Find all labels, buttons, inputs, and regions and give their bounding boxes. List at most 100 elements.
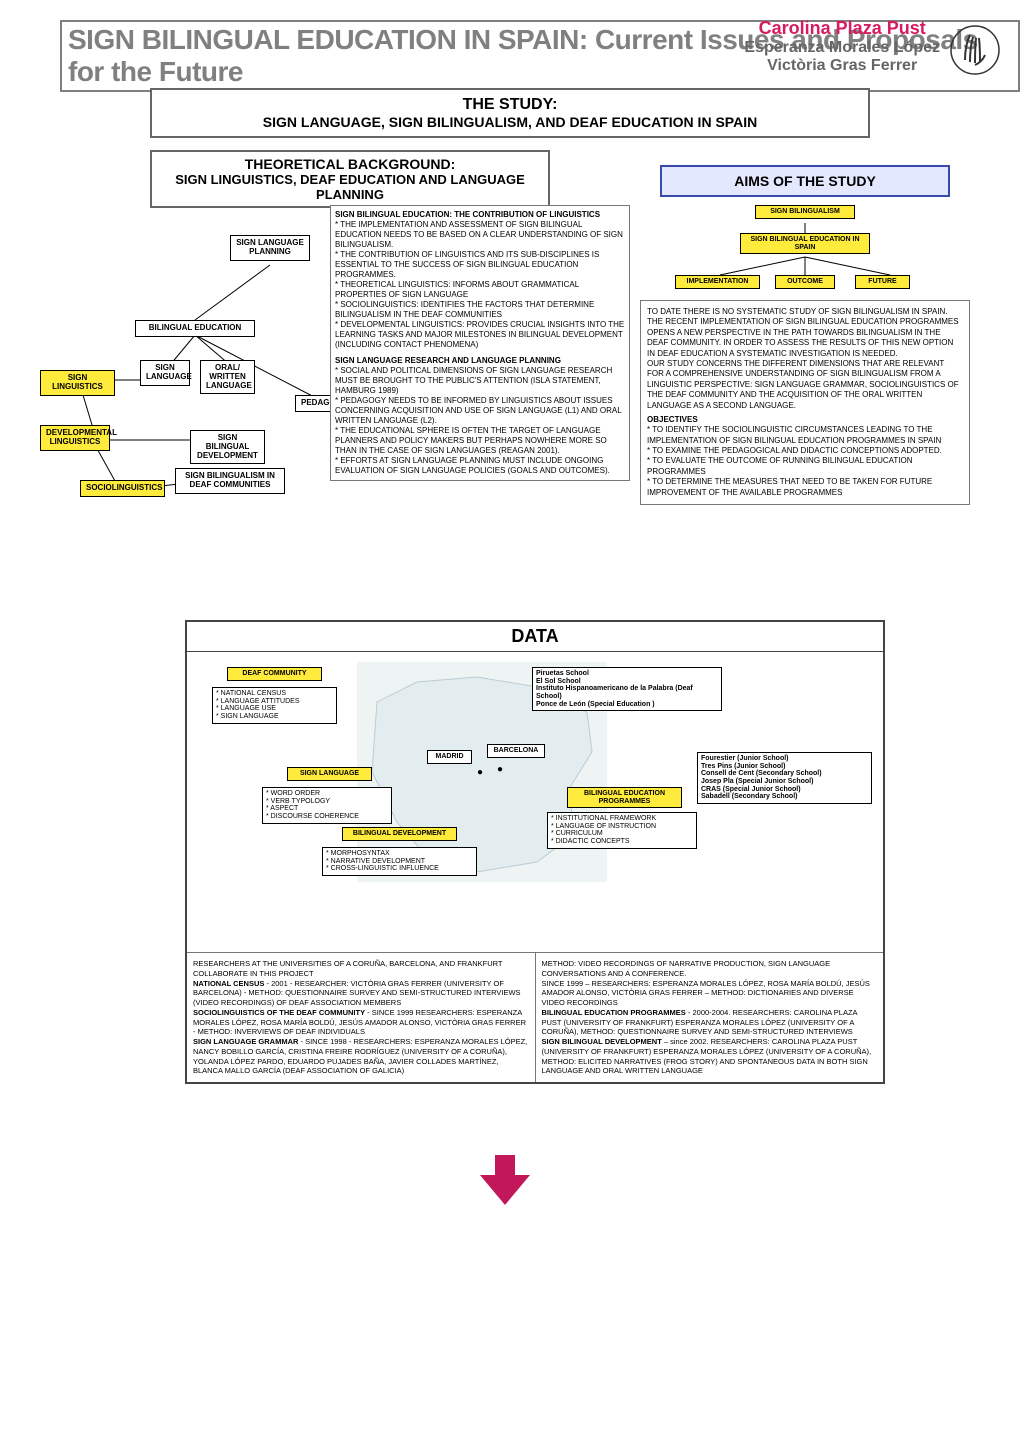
dc1-p1: RESEARCHERS AT THE UNIVERSITIES OF A COR… (193, 959, 502, 978)
dc2-h1: BILINGUAL EDUCATION PROGRAMMES (542, 1008, 686, 1017)
data-diagram: DEAF COMMUNITY * NATIONAL CENSUS * LANGU… (187, 652, 883, 952)
dc1-h1: NATIONAL CENSUS (193, 979, 264, 988)
bep-item-2: * CURRICULUM (551, 830, 693, 838)
sl-item-3: * DISCOURSE COHERENCE (266, 813, 388, 821)
aims-o2: * TO EXAMINE THE PEDAGOGICAL AND DIDACTI… (647, 446, 963, 456)
author-2: Esperanza Morales López (744, 39, 940, 57)
sl-item-0: * WORD ORDER (266, 790, 388, 798)
node-owl: ORAL/ WRITTEN LANGUAGE (200, 360, 255, 394)
dc-item-0: * NATIONAL CENSUS (216, 690, 333, 698)
node-sbdc: SIGN BILINGUALISM IN DEAF COMMUNITIES (175, 468, 285, 494)
author-1: Carolina Plaza Pust (744, 18, 940, 39)
dc-items: * NATIONAL CENSUS * LANGUAGE ATTITUDES *… (212, 687, 337, 724)
dc-item-1: * LANGUAGE ATTITUDES (216, 698, 333, 706)
theory-diagram: SIGN LANGUAGE PLANNING BILINGUAL EDUCATI… (40, 210, 350, 520)
dc-item-3: * SIGN LANGUAGE (216, 713, 333, 721)
node-sling: SIGN LINGUISTICS (40, 370, 115, 396)
node-be: BILINGUAL EDUCATION (135, 320, 255, 337)
node-bilingual-dev: BILINGUAL DEVELOPMENT (342, 827, 457, 841)
theory-p8: * THE EDUCATIONAL SPHERE IS OFTEN THE TA… (335, 426, 625, 456)
data-box: DATA DEAF COMMUNITY * NATIONAL CENSUS * … (185, 620, 885, 1084)
study-title: THE STUDY: (158, 96, 862, 114)
dc-item-2: * LANGUAGE USE (216, 705, 333, 713)
node-deaf-community: DEAF COMMUNITY (227, 667, 322, 681)
node-sbd: SIGN BILINGUAL DEVELOPMENT (190, 430, 265, 464)
madrid-schools: Piruetas School El Sol School Instituto … (532, 667, 722, 711)
aims-o4: * TO DETERMINE THE MEASURES THAT NEED TO… (647, 477, 963, 498)
study-subtitle: SIGN LANGUAGE, SIGN BILINGUALISM, AND DE… (158, 114, 862, 130)
theory-p4: * SOCIOLINGUISTICS: IDENTIFIES THE FACTO… (335, 300, 625, 320)
bs-4: CRAS (Special Junior School) (701, 786, 868, 794)
bs-0: Fourestier (Junior School) (701, 755, 868, 763)
data-col-1: RESEARCHERS AT THE UNIVERSITIES OF A COR… (187, 953, 536, 1082)
theory-p1: * THE IMPLEMENTATION AND ASSESSMENT OF S… (335, 220, 625, 250)
theory-p9: * EFFORTS AT SIGN LANGUAGE PLANNING MUST… (335, 456, 625, 476)
map-dot-2: ● (497, 764, 503, 775)
barcelona-schools: Fourestier (Junior School) Tres Pins (Ju… (697, 752, 872, 804)
aims-n2: SIGN BILINGUAL EDUCATION IN SPAIN (740, 233, 870, 254)
theory-text-box: SIGN BILINGUAL EDUCATION: THE CONTRIBUTI… (330, 205, 630, 481)
aims-n1: SIGN BILINGUALISM (755, 205, 855, 219)
sl-items: * WORD ORDER * VERB TYPOLOGY * ASPECT * … (262, 787, 392, 824)
node-dl: DEVELOPMENTAL LINGUISTICS (40, 425, 110, 451)
dc2-p1: METHOD: VIDEO RECORDINGS OF NARRATIVE PR… (542, 959, 831, 978)
theory-p2: * THE CONTRIBUTION OF LINGUISTICS AND IT… (335, 250, 625, 280)
aims-diagram: SIGN BILINGUALISM SIGN BILINGUAL EDUCATI… (660, 205, 950, 295)
aims-header: AIMS OF THE STUDY (660, 165, 950, 197)
bep-items: * INSTITUTIONAL FRAMEWORK * LANGUAGE OF … (547, 812, 697, 849)
node-bep: BILINGUAL EDUCATION PROGRAMMES (567, 787, 682, 808)
bd-item-0: * MORPHOSYNTAX (326, 850, 473, 858)
authors-block: Carolina Plaza Pust Esperanza Morales Ló… (744, 18, 940, 75)
dc2-h2: SIGN BILINGUAL DEVELOPMENT (542, 1037, 662, 1046)
bs-1: Tres Pins (Junior School) (701, 763, 868, 771)
dc1-h3: SIGN LANGUAGE GRAMMAR (193, 1037, 298, 1046)
ms-1: El Sol School (536, 678, 718, 686)
bs-5: Sabadell (Secondary School) (701, 793, 868, 801)
theory-header-line1: THEORETICAL BACKGROUND: (160, 156, 540, 172)
aims-n3: IMPLEMENTATION (675, 275, 760, 289)
theory-p7: * PEDAGOGY NEEDS TO BE INFORMED BY LINGU… (335, 396, 625, 426)
hands-logo-icon (950, 20, 1000, 80)
bep-item-1: * LANGUAGE OF INSTRUCTION (551, 823, 693, 831)
map-dot-1: ● (477, 767, 483, 778)
data-text-row: RESEARCHERS AT THE UNIVERSITIES OF A COR… (187, 952, 883, 1082)
data-col-2: METHOD: VIDEO RECORDINGS OF NARRATIVE PR… (536, 953, 884, 1082)
author-3: Victòria Gras Ferrer (744, 57, 940, 75)
bd-item-1: * NARRATIVE DEVELOPMENT (326, 858, 473, 866)
node-socio: SOCIOLINGUISTICS (80, 480, 165, 497)
dc2-p2: SINCE 1999 – RESEARCHERS: ESPERANZA MORA… (542, 979, 870, 1008)
node-slp: SIGN LANGUAGE PLANNING (230, 235, 310, 261)
theory-p6: * SOCIAL AND POLITICAL DIMENSIONS OF SIG… (335, 366, 625, 396)
study-box: THE STUDY: SIGN LANGUAGE, SIGN BILINGUAL… (150, 88, 870, 138)
bs-3: Josep Pla (Special Junior School) (701, 778, 868, 786)
aims-text-box: TO DATE THERE IS NO SYSTEMATIC STUDY OF … (640, 300, 970, 505)
theory-p3: * THEORETICAL LINGUISTICS: INFORMS ABOUT… (335, 280, 625, 300)
data-title: DATA (187, 622, 883, 652)
bd-item-2: * CROSS-LINGUISTIC INFLUENCE (326, 865, 473, 873)
theory-header: THEORETICAL BACKGROUND: SIGN LINGUISTICS… (150, 150, 550, 208)
dc1-h2: SOCIOLINGUISTICS OF THE DEAF COMMUNITY (193, 1008, 365, 1017)
aims-obj-header: OBJECTIVES (647, 415, 963, 425)
sl-item-1: * VERB TYPOLOGY (266, 798, 388, 806)
theory-h2: SIGN LANGUAGE RESEARCH AND LANGUAGE PLAN… (335, 356, 625, 366)
aims-o3: * TO EVALUATE THE OUTCOME OF RUNNING BIL… (647, 456, 963, 477)
aims-n4: OUTCOME (775, 275, 835, 289)
node-sign-language: SIGN LANGUAGE (287, 767, 372, 781)
ms-3: Ponce de León (Special Education ) (536, 701, 718, 709)
arrow-down-icon (480, 1175, 530, 1205)
bep-item-0: * INSTITUTIONAL FRAMEWORK (551, 815, 693, 823)
node-sl: SIGN LANGUAGE (140, 360, 190, 386)
bs-2: Consell de Cent (Secondary School) (701, 770, 868, 778)
aims-p2: OUR STUDY CONCERNS THE DIFFERENT DIMENSI… (647, 359, 963, 411)
aims-o1: * TO IDENTIFY THE SOCIOLINGUISTIC CIRCUM… (647, 425, 963, 446)
ms-2: Instituto Hispanoamericano de la Palabra… (536, 685, 718, 700)
bd-items: * MORPHOSYNTAX * NARRATIVE DEVELOPMENT *… (322, 847, 477, 876)
node-madrid: MADRID (427, 750, 472, 764)
bep-item-3: * DIDACTIC CONCEPTS (551, 838, 693, 846)
node-barcelona: BARCELONA (487, 744, 545, 758)
aims-n5: FUTURE (855, 275, 910, 289)
theory-h1: SIGN BILINGUAL EDUCATION: THE CONTRIBUTI… (335, 210, 625, 220)
aims-p1: TO DATE THERE IS NO SYSTEMATIC STUDY OF … (647, 307, 963, 359)
sl-item-2: * ASPECT (266, 805, 388, 813)
ms-0: Piruetas School (536, 670, 718, 678)
